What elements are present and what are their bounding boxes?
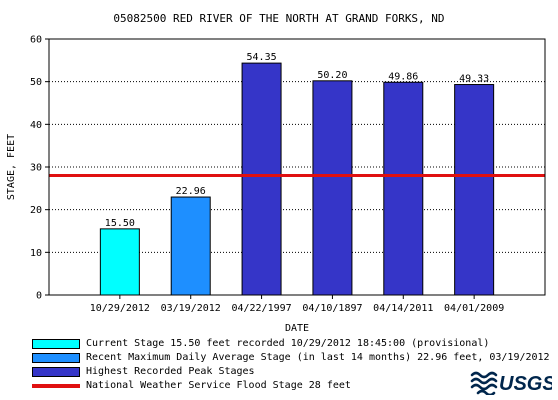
- bar-value-label: 15.50: [105, 218, 135, 229]
- bars: [99, 62, 495, 296]
- y-axis-ticks: 0 10 20 30 40 50 60: [30, 35, 49, 302]
- y-tick-label: 40: [30, 120, 42, 131]
- bar: [99, 228, 140, 296]
- legend-label-current-stage: Current Stage 15.50 feet recorded 10/29/…: [86, 338, 490, 349]
- bar-value-label: 22.96: [176, 186, 206, 197]
- bar: [454, 84, 495, 296]
- stage-bar-chart: 05082500 RED RIVER OF THE NORTH AT GRAND…: [6, 12, 546, 334]
- legend-label-flood-stage: National Weather Service Flood Stage 28 …: [86, 380, 351, 391]
- y-tick-label: 20: [30, 205, 42, 216]
- legend-item-highest-peaks: Highest Recorded Peak Stages: [32, 365, 462, 379]
- x-tick-label: 04/10/1897: [302, 303, 362, 314]
- y-tick-label: 10: [30, 248, 42, 259]
- bar: [241, 62, 282, 296]
- legend: Current Stage 15.50 feet recorded 10/29/…: [32, 337, 550, 393]
- bar-value-labels: 15.50 22.96 54.35 50.20 49.86 49.33: [105, 52, 489, 229]
- legend-swatch-current-stage: [32, 339, 80, 349]
- usgs-logo: USGS: [470, 369, 556, 397]
- legend-item-current-stage: Current Stage 15.50 feet recorded 10/29/…: [32, 337, 489, 351]
- legend-item-flood-stage: National Weather Service Flood Stage 28 …: [32, 379, 462, 393]
- bar-value-label: 54.35: [247, 52, 277, 63]
- x-tick-label: 04/22/1997: [231, 303, 291, 314]
- y-tick-label: 30: [30, 163, 42, 174]
- bar: [170, 196, 211, 296]
- bar: [312, 80, 353, 296]
- bar-value-label: 50.20: [317, 70, 347, 81]
- y-tick-label: 60: [30, 35, 42, 46]
- y-tick-label: 0: [36, 291, 42, 302]
- chart-title: 05082500 RED RIVER OF THE NORTH AT GRAND…: [113, 12, 444, 25]
- x-tick-label: 04/01/2009: [444, 303, 504, 314]
- x-tick-label: 03/19/2012: [161, 303, 221, 314]
- bar: [383, 81, 424, 296]
- legend-swatch-highest-peaks: [32, 367, 80, 377]
- x-tick-label: 04/14/2011: [373, 303, 433, 314]
- y-tick-label: 50: [30, 77, 42, 88]
- usgs-wave-icon: USGS: [470, 371, 556, 397]
- x-axis-label: DATE: [285, 323, 309, 334]
- y-axis-label: STAGE, FEET: [6, 134, 17, 200]
- legend-swatch-flood-stage: [32, 384, 80, 388]
- legend-swatch-recent-maximum: [32, 353, 80, 363]
- x-axis-ticks: 10/29/2012 03/19/2012 04/22/1997 04/10/1897…: [90, 295, 504, 314]
- legend-label-recent-maximum: Recent Maximum Daily Average Stage (in l…: [86, 352, 550, 363]
- legend-item-recent-maximum: Recent Maximum Daily Average Stage (in l…: [32, 351, 550, 365]
- usgs-logo-text: USGS: [499, 373, 552, 395]
- bar-value-label: 49.33: [459, 74, 489, 85]
- bar-value-label: 49.86: [388, 71, 418, 82]
- x-tick-label: 10/29/2012: [90, 303, 150, 314]
- legend-label-highest-peaks: Highest Recorded Peak Stages: [86, 366, 255, 377]
